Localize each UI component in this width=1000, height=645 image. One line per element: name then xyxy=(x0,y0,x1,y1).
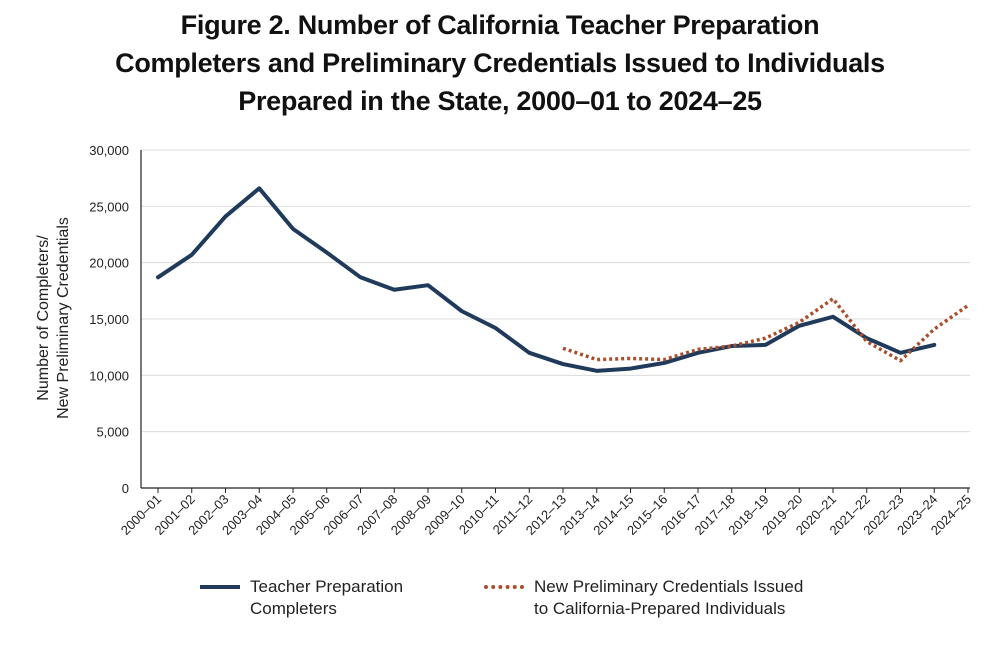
legend-label-credentials-line-1: New Preliminary Credentials Issued xyxy=(534,577,804,596)
y-tick-label: 25,000 xyxy=(89,199,129,214)
y-tick-label: 20,000 xyxy=(89,256,129,271)
x-axis-ticks: 2000–012001–022002–032003–042004–052005–… xyxy=(118,488,974,538)
chart-title-line-3: Prepared in the State, 2000–01 to 2024–2… xyxy=(238,86,762,116)
y-axis-ticks: 0 5,000 10,000 15,000 20,000 25,000 30,000 xyxy=(89,143,129,496)
legend-label-completers-line-2: Completers xyxy=(250,599,337,618)
y-tick-label: 0 xyxy=(122,481,129,496)
legend-swatch-credentials xyxy=(484,585,524,589)
legend-swatch-completers xyxy=(200,585,240,589)
series-line-completers xyxy=(156,186,937,373)
chart-title-line-1: Figure 2. Number of California Teacher P… xyxy=(180,10,820,40)
chart-title-line-2: Completers and Preliminary Credentials I… xyxy=(115,48,885,78)
y-axis-label-line-2: New Preliminary Credentials xyxy=(55,217,72,419)
series-lines xyxy=(156,186,970,373)
y-tick-label: 30,000 xyxy=(89,143,129,158)
chart-title: Figure 2. Number of California Teacher P… xyxy=(0,6,1000,120)
y-tick-label: 10,000 xyxy=(89,368,129,383)
series-line-credentials xyxy=(562,296,970,363)
gridlines xyxy=(141,149,970,433)
y-axis-label: Number of Completers/ New Preliminary Cr… xyxy=(35,217,72,419)
legend-label-completers-line-1: Teacher Preparation xyxy=(250,577,404,596)
legend-label-credentials-line-2: to California-Prepared Individuals xyxy=(534,599,786,618)
y-axis-label-line-1: Number of Completers/ xyxy=(35,235,52,401)
y-tick-label: 15,000 xyxy=(89,312,129,327)
axes xyxy=(140,150,970,489)
y-tick-label: 5,000 xyxy=(96,425,129,440)
